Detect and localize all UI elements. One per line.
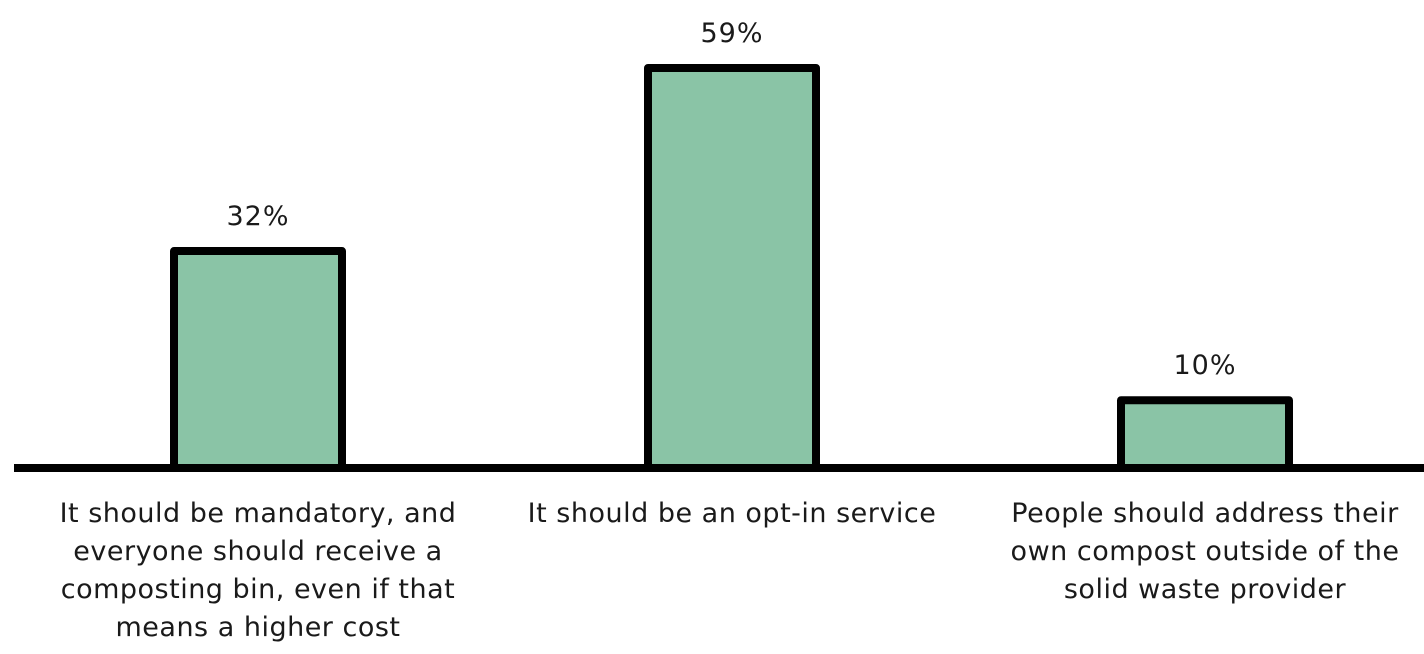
value-label-3: 10% <box>1173 350 1236 381</box>
category-label-3: People should address their own compost o… <box>985 495 1424 609</box>
category-label-line: It should be mandatory, and <box>59 498 457 529</box>
category-label-line: own compost outside of the <box>1010 536 1400 567</box>
category-label-line: composting bin, even if that <box>60 574 456 605</box>
category-label-line: It should be an opt-in service <box>527 498 937 529</box>
bar-2 <box>644 64 820 472</box>
category-label-line: People should address their <box>1011 498 1399 529</box>
category-label-line: means a higher cost <box>115 612 401 643</box>
value-label-1: 32% <box>226 201 289 232</box>
bar-1 <box>170 247 346 472</box>
category-label-line: solid waste provider <box>1063 574 1347 605</box>
value-label-2: 59% <box>700 18 763 49</box>
category-label-2: It should be an opt-in service <box>512 495 952 533</box>
category-label-1: It should be mandatory, and everyone shou… <box>38 495 478 647</box>
bar-3 <box>1117 396 1293 473</box>
category-label-line: everyone should receive a <box>73 536 443 567</box>
